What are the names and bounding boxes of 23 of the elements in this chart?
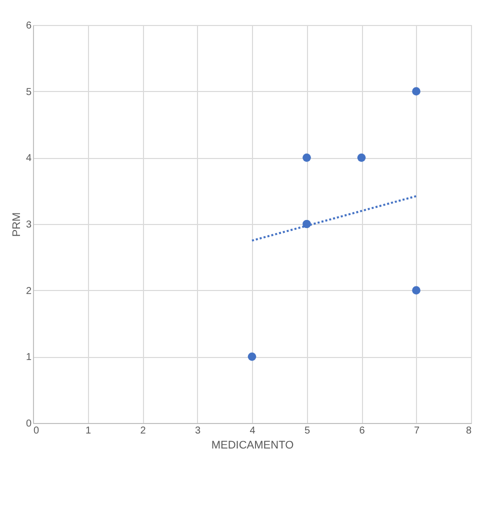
x-tick-label: 5 <box>304 426 310 436</box>
x-tick-label: 0 <box>34 426 40 436</box>
x-tick-label: 7 <box>414 426 420 436</box>
x-tick-label: 8 <box>466 426 472 436</box>
y-tick-label: 5 <box>26 86 32 98</box>
y-tick-label: 6 <box>26 20 32 32</box>
y-tick-label: 2 <box>26 286 32 297</box>
x-tick-label: 4 <box>250 426 256 436</box>
y-tick-label: 1 <box>26 352 32 364</box>
x-tick-label: 6 <box>359 426 366 436</box>
y-tick-label: 0 <box>26 418 32 430</box>
point <box>248 352 256 361</box>
x-axis-title: MEDICAMENTO <box>211 440 294 452</box>
x-tick-label: 2 <box>140 426 146 436</box>
point <box>302 153 311 162</box>
x-tick-label: 3 <box>194 426 201 436</box>
y-tick-label: 3 <box>26 220 32 230</box>
y-tick-label: 4 <box>26 153 32 164</box>
y-axis-title: PRM <box>10 212 23 237</box>
x-tick-label: 1 <box>85 426 92 436</box>
point <box>412 286 420 295</box>
point <box>357 153 366 162</box>
point <box>412 87 420 96</box>
